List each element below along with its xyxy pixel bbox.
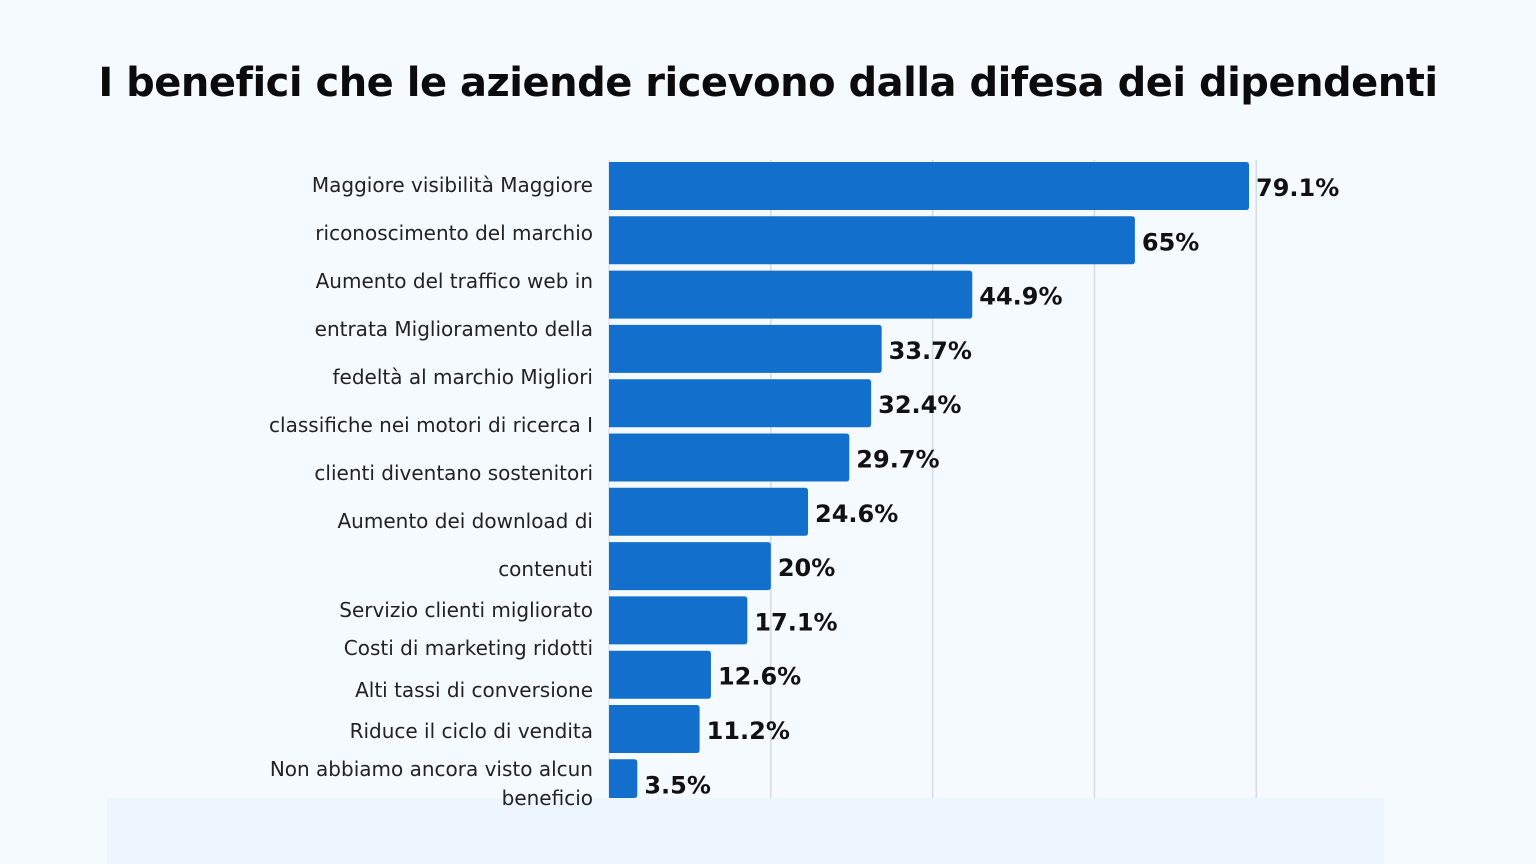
bar — [609, 324, 882, 373]
value-label: 3.5% — [644, 771, 711, 799]
category-label: classifiche nei motori di ricerca I — [269, 413, 593, 437]
bar — [609, 379, 872, 428]
bar — [609, 705, 700, 753]
bar — [609, 759, 638, 798]
value-label: 32.4% — [878, 391, 961, 419]
category-label: Riduce il ciclo di vendita — [350, 719, 593, 743]
bottom-panel — [107, 798, 1384, 864]
category-label: Aumento dei download di — [338, 509, 594, 533]
category-label: Maggiore visibilità Maggiore — [312, 173, 593, 197]
bar — [609, 433, 850, 482]
category-label: clienti diventano sostenitori — [314, 461, 593, 485]
value-label: 79.1% — [1256, 174, 1339, 202]
value-label: 29.7% — [856, 446, 939, 474]
value-label: 33.7% — [889, 337, 972, 365]
value-label: 11.2% — [707, 717, 790, 745]
category-label: Alti tassi di conversione — [355, 678, 593, 702]
value-label: 65% — [1142, 228, 1199, 256]
bar — [609, 487, 809, 536]
category-label: Costi di marketing ridotti — [344, 636, 593, 660]
bar — [609, 162, 1249, 210]
value-label: 17.1% — [754, 608, 837, 636]
bar — [609, 650, 711, 699]
value-label: 24.6% — [815, 500, 898, 528]
bar — [609, 216, 1135, 265]
bar — [609, 542, 771, 591]
chart-title: I benefici che le aziende ricevono dalla… — [98, 60, 1438, 106]
category-label: Servizio clienti migliorato — [339, 598, 593, 622]
value-label: 12.6% — [718, 663, 801, 691]
bar — [609, 596, 748, 645]
bar — [609, 270, 973, 319]
category-label: fedeltà al marchio Migliori — [332, 365, 593, 389]
category-label: contenuti — [498, 557, 593, 581]
category-label: Aumento del traffico web in — [316, 269, 593, 293]
category-label: riconoscimento del marchio — [315, 221, 593, 245]
category-label: Non abbiamo ancora visto alcun — [270, 757, 593, 781]
category-label: beneficio — [502, 786, 593, 810]
category-label: entrata Miglioramento della — [315, 317, 593, 341]
value-label: 20% — [778, 554, 835, 582]
value-label: 44.9% — [979, 283, 1062, 311]
